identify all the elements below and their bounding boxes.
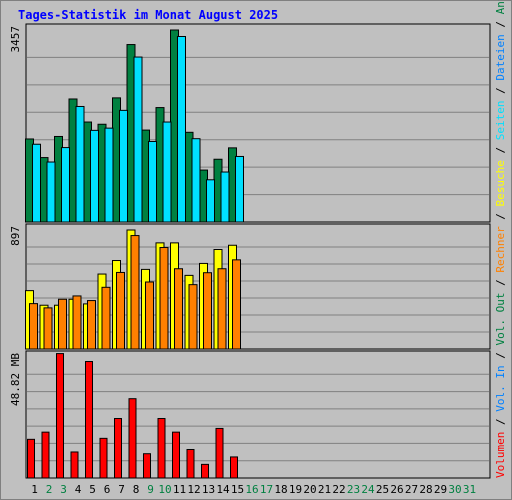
bar-rechner-day-4 [72, 295, 82, 350]
legend-separator: / [494, 346, 507, 366]
legend-item-anfragen: Anfragen [494, 0, 507, 14]
bar-volumen-day-14 [215, 427, 224, 479]
bar-seiten-day-13 [206, 179, 215, 223]
legend-separator: / [494, 412, 507, 432]
x-tick-label-day-4: 4 [75, 483, 82, 496]
x-tick-label-day-10: 10 [158, 483, 171, 496]
x-tick-label-day-17: 17 [260, 483, 273, 496]
bar-rechner-day-1 [29, 303, 38, 350]
legend-item-besuche: Besuche [494, 160, 507, 206]
bar-rechner-day-8 [130, 235, 140, 350]
bar-rechner-day-12 [188, 284, 198, 350]
x-tick-label-day-5: 5 [89, 483, 96, 496]
bar-volumen-day-13 [201, 463, 209, 479]
legend-item-volumen: Volumen [494, 432, 507, 478]
bar-volumen-day-12 [186, 448, 195, 479]
x-tick-label-day-15: 15 [231, 483, 244, 496]
x-tick-label-day-24: 24 [361, 483, 375, 496]
x-tick-label-day-26: 26 [390, 483, 403, 496]
panel-3-ymax-label: 48.82 MB [9, 353, 22, 406]
bar-volumen-day-7 [114, 418, 122, 479]
x-tick-label-day-18: 18 [274, 483, 287, 496]
bar-volumen-day-8 [128, 398, 137, 479]
bar-rechner-day-13 [203, 272, 212, 350]
x-tick-label-day-27: 27 [405, 483, 418, 496]
bar-volumen-day-11 [172, 431, 180, 479]
legend-separator: / [494, 206, 507, 226]
bar-volumen-day-15 [230, 456, 238, 479]
x-tick-label-day-16: 16 [245, 483, 258, 496]
bar-rechner-day-7 [116, 271, 125, 350]
bar-volumen-day-5 [85, 361, 93, 479]
bar-seiten-day-7 [119, 109, 128, 223]
panel-3-border [25, 350, 491, 479]
bar-volumen-day-10 [157, 418, 166, 479]
bar-seiten-day-10 [162, 121, 172, 223]
bar-volumen-day-4 [70, 451, 79, 479]
x-tick-label-day-13: 13 [202, 483, 215, 496]
chart-title: Tages-Statistik im Monat August 2025 [18, 8, 279, 22]
x-tick-label-day-20: 20 [303, 483, 316, 496]
bar-rechner-day-11 [174, 268, 183, 350]
legend: Volumen / Vol. In / Vol. Out / Rechner /… [494, 0, 507, 478]
x-tick-label-day-6: 6 [104, 483, 111, 496]
x-tick-label-day-7: 7 [118, 483, 125, 496]
x-tick-label-day-28: 28 [419, 483, 432, 496]
bar-seiten-day-12 [191, 138, 201, 223]
bar-seiten-day-3 [61, 147, 70, 223]
bar-seiten-day-9 [148, 140, 157, 223]
x-tick-label-day-2: 2 [46, 483, 53, 496]
bar-volumen-day-3 [56, 353, 64, 479]
x-tick-label-day-25: 25 [376, 483, 389, 496]
legend-item-vol-out: Vol. Out [494, 293, 507, 346]
bar-rechner-day-3 [58, 298, 67, 350]
x-tick-label-day-19: 19 [289, 483, 302, 496]
bar-seiten-day-6 [104, 127, 114, 223]
x-tick-label-day-3: 3 [60, 483, 67, 496]
legend-item-seiten: Seiten [494, 100, 507, 140]
bar-seiten-day-5 [90, 129, 99, 223]
panel-2-ymax-label: 897 [9, 226, 22, 246]
legend-item-vol-in: Vol. In [494, 365, 507, 411]
x-tick-label-day-23: 23 [347, 483, 360, 496]
legend-item-dateien: Dateien [494, 34, 507, 80]
bar-rechner-day-14 [217, 268, 227, 350]
x-tick-label-day-31: 31 [463, 483, 476, 496]
legend-item-rechner: Rechner [494, 226, 507, 273]
x-tick-label-day-22: 22 [332, 483, 345, 496]
x-tick-label-day-1: 1 [31, 483, 38, 496]
bar-seiten-day-14 [220, 171, 230, 223]
legend-separator: / [494, 14, 507, 34]
bar-volumen-day-1 [27, 438, 35, 479]
bar-seiten-day-2 [46, 161, 56, 223]
x-tick-label-day-21: 21 [318, 483, 331, 496]
bar-seiten-day-11 [177, 35, 186, 223]
x-tick-label-day-14: 14 [216, 483, 230, 496]
bar-seiten-day-15 [235, 155, 244, 223]
bar-rechner-day-6 [101, 286, 111, 350]
x-tick-label-day-11: 11 [173, 483, 186, 496]
x-tick-label-day-9: 9 [147, 483, 154, 496]
bar-rechner-day-5 [87, 300, 96, 350]
legend-separator: / [494, 140, 507, 160]
legend-separator: / [494, 273, 507, 293]
x-tick-label-day-30: 30 [448, 483, 461, 496]
legend-separator: / [494, 81, 507, 101]
bar-rechner-day-9 [145, 281, 154, 350]
x-tick-label-day-12: 12 [187, 483, 200, 496]
bar-seiten-day-8 [133, 56, 143, 223]
bar-seiten-day-4 [75, 105, 85, 223]
bar-rechner-day-2 [43, 307, 53, 350]
bar-rechner-day-10 [159, 247, 169, 350]
bar-seiten-day-1 [32, 143, 41, 223]
x-tick-label-day-29: 29 [434, 483, 447, 496]
bar-volumen-day-6 [99, 437, 108, 479]
bar-volumen-day-2 [41, 431, 50, 479]
bar-volumen-day-9 [143, 453, 151, 479]
bar-rechner-day-15 [232, 259, 241, 350]
panel-1-ymax-label: 3457 [9, 26, 22, 53]
x-tick-label-day-8: 8 [133, 483, 140, 496]
